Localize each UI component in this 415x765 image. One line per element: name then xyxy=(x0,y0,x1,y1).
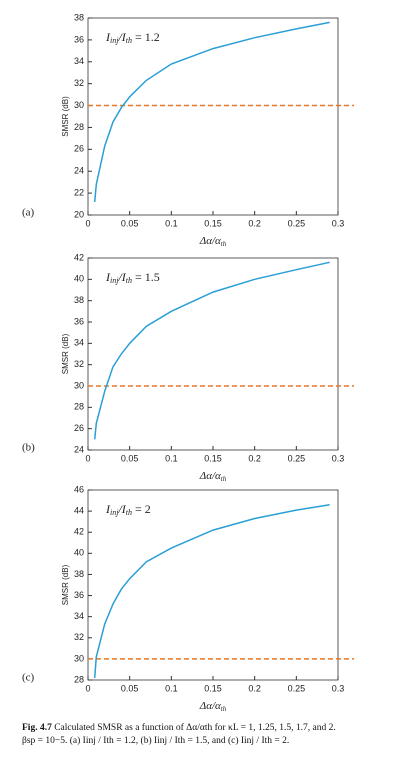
y-tick-label: 22 xyxy=(74,187,84,197)
annotation-part: th xyxy=(126,276,132,285)
x-axis-label: Δα/αth xyxy=(199,700,227,713)
annotation-part: = 1.2 xyxy=(132,30,160,44)
y-tick-label: 28 xyxy=(74,674,84,684)
y-tick-label: 28 xyxy=(74,402,84,412)
data-line xyxy=(93,21,330,202)
x-axis-label-part: Δα/α xyxy=(199,470,221,482)
y-tick-label: 30 xyxy=(74,653,84,663)
caption-label: Fig. 4.7 xyxy=(22,723,52,733)
annotation-part: th xyxy=(126,36,132,45)
annotation: Iinj/Ith = 2 xyxy=(105,502,151,517)
y-tick-label: 24 xyxy=(74,166,84,176)
x-axis-label-sub: th xyxy=(221,705,227,713)
annotation-part: /I xyxy=(117,502,126,516)
y-tick-label: 40 xyxy=(74,548,84,558)
y-tick-label: 34 xyxy=(74,611,84,621)
panel-label: (c) xyxy=(22,672,35,684)
x-tick-label: 0.2 xyxy=(248,218,261,228)
x-tick-label: 0 xyxy=(85,683,90,693)
annotation-part: I xyxy=(105,502,111,516)
data-line xyxy=(93,504,330,678)
x-axis-label: Δα/αth xyxy=(199,470,227,483)
x-tick-label: 0.05 xyxy=(121,453,139,463)
annotation-part: I xyxy=(105,30,111,44)
y-tick-label: 26 xyxy=(74,423,84,433)
x-tick-label: 0.3 xyxy=(332,453,345,463)
x-tick-label: 0.25 xyxy=(288,218,306,228)
x-tick-label: 0.15 xyxy=(204,683,222,693)
y-tick-label: 36 xyxy=(74,316,84,326)
y-tick-label: 46 xyxy=(74,484,84,494)
annotation: Iinj/Ith = 1.2 xyxy=(105,30,160,45)
x-tick-label: 0.2 xyxy=(248,453,261,463)
x-tick-label: 0.05 xyxy=(121,683,139,693)
caption: Fig. 4.7 Calculated SMSR as a function o… xyxy=(22,722,412,748)
y-tick-label: 32 xyxy=(74,78,84,88)
annotation-part: th xyxy=(126,508,132,517)
x-tick-label: 0.1 xyxy=(165,218,178,228)
y-tick-label: 40 xyxy=(74,274,84,284)
x-tick-label: 0 xyxy=(85,453,90,463)
x-axis-label-part: Δα/α xyxy=(199,700,221,712)
figure: 20 22 24 26 28 30 32 34 36 38 0 0.05 0.1 0.15 0.2 0.25 0… xyxy=(22,12,354,713)
x-tick-label: 0.2 xyxy=(248,683,261,693)
x-tick-label: 0 xyxy=(85,218,90,228)
panel-label: (b) xyxy=(22,442,35,454)
y-tick-label: 38 xyxy=(74,295,84,305)
y-tick-label: 32 xyxy=(74,359,84,369)
y-tick-label: 38 xyxy=(74,12,84,22)
annotation-part: inj xyxy=(110,276,119,285)
y-tick-label: 38 xyxy=(74,569,84,579)
y-tick-label: 28 xyxy=(74,122,84,132)
data-line xyxy=(93,261,330,440)
y-tick-label: 42 xyxy=(74,252,84,262)
annotation-part: inj xyxy=(110,508,119,517)
x-tick-label: 0.25 xyxy=(288,683,306,693)
annotation-part: = 2 xyxy=(132,502,151,516)
y-tick-label: 36 xyxy=(74,34,84,44)
x-axis-label-sub: th xyxy=(221,240,227,248)
x-axis-label-part: Δα/α xyxy=(199,235,221,247)
y-axis-label: SMSR (dB) xyxy=(61,333,70,374)
y-tick-label: 26 xyxy=(74,144,84,154)
caption-text: βsp = 10−5. (a) Iinj / Ith = 1.2, (b) Ii… xyxy=(22,736,290,746)
y-tick-label: 36 xyxy=(74,590,84,600)
x-tick-label: 0.1 xyxy=(165,453,178,463)
x-tick-label: 0.3 xyxy=(332,683,345,693)
annotation-part: I xyxy=(105,270,111,284)
annotation: Iinj/Ith = 1.5 xyxy=(105,270,160,285)
y-axis-label: SMSR (dB) xyxy=(61,564,70,605)
x-tick-label: 0.15 xyxy=(204,453,222,463)
annotation-part: /I xyxy=(117,270,126,284)
annotation-part: /I xyxy=(117,30,126,44)
x-tick-label: 0.3 xyxy=(332,218,345,228)
x-tick-label: 0.1 xyxy=(165,683,178,693)
y-tick-label: 34 xyxy=(74,338,84,348)
y-tick-label: 24 xyxy=(74,444,84,454)
panel-label: (a) xyxy=(22,207,35,219)
y-tick-label: 34 xyxy=(74,56,84,66)
y-tick-label: 32 xyxy=(74,632,84,642)
plot-frame xyxy=(87,17,339,216)
y-axis-label: SMSR (dB) xyxy=(61,96,70,137)
y-tick-label: 20 xyxy=(74,209,84,219)
y-tick-label: 44 xyxy=(74,505,84,515)
y-tick-label: 30 xyxy=(74,380,84,390)
caption-text: Calculated SMSR as a function of Δα/αth … xyxy=(54,723,336,733)
plot-frame xyxy=(87,257,339,451)
x-axis-label-sub: th xyxy=(221,475,227,483)
y-tick-label: 30 xyxy=(74,100,84,110)
y-tick-label: 42 xyxy=(74,527,84,537)
annotation-part: = 1.5 xyxy=(132,270,160,284)
x-axis-label: Δα/αth xyxy=(199,235,227,248)
annotation-part: inj xyxy=(110,36,119,45)
x-tick-label: 0.05 xyxy=(121,218,139,228)
x-tick-label: 0.15 xyxy=(204,218,222,228)
x-tick-label: 0.25 xyxy=(288,453,306,463)
